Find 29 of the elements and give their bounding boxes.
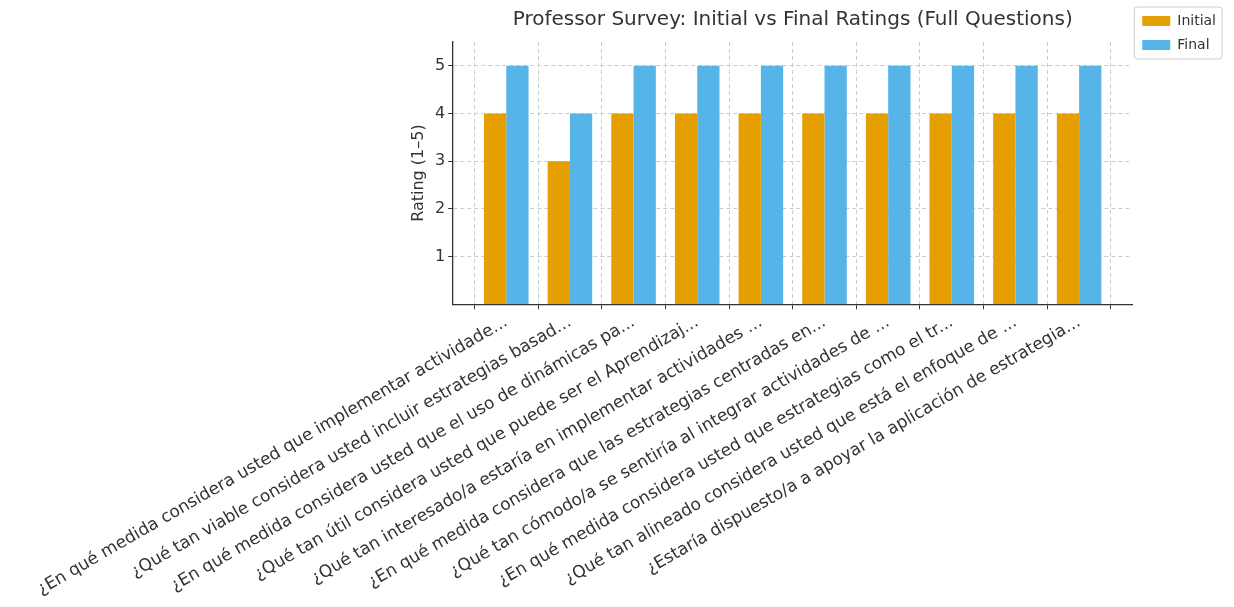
bar bbox=[697, 65, 720, 305]
bar bbox=[929, 113, 952, 305]
bar bbox=[633, 65, 656, 305]
bar bbox=[1079, 65, 1102, 305]
y-tick-label: 5 bbox=[434, 55, 446, 74]
bar bbox=[1056, 113, 1080, 305]
y-axis-title: Rating (1–5) bbox=[407, 124, 427, 222]
y-tick-label: 3 bbox=[434, 150, 446, 170]
bar bbox=[802, 113, 825, 305]
bar bbox=[760, 65, 784, 305]
bar bbox=[506, 65, 529, 305]
bar bbox=[1015, 65, 1038, 305]
legend-label: Final bbox=[1177, 35, 1210, 52]
chart-title: Professor Survey: Initial vs Final Ratings (Full Questions) bbox=[512, 6, 1073, 31]
bar bbox=[738, 113, 761, 305]
bar bbox=[865, 113, 889, 305]
bar bbox=[569, 113, 593, 305]
y-tick-label: 4 bbox=[434, 102, 446, 122]
bar bbox=[993, 113, 1016, 305]
bar bbox=[547, 161, 570, 305]
bar bbox=[824, 65, 847, 305]
y-tick-label: 1 bbox=[434, 245, 446, 265]
bar bbox=[484, 113, 507, 305]
y-tick-label: 2 bbox=[434, 198, 446, 218]
bar bbox=[674, 113, 698, 305]
legend-label: Initial bbox=[1177, 11, 1217, 28]
bar bbox=[888, 65, 911, 305]
bar bbox=[611, 113, 634, 305]
bar bbox=[951, 65, 975, 305]
